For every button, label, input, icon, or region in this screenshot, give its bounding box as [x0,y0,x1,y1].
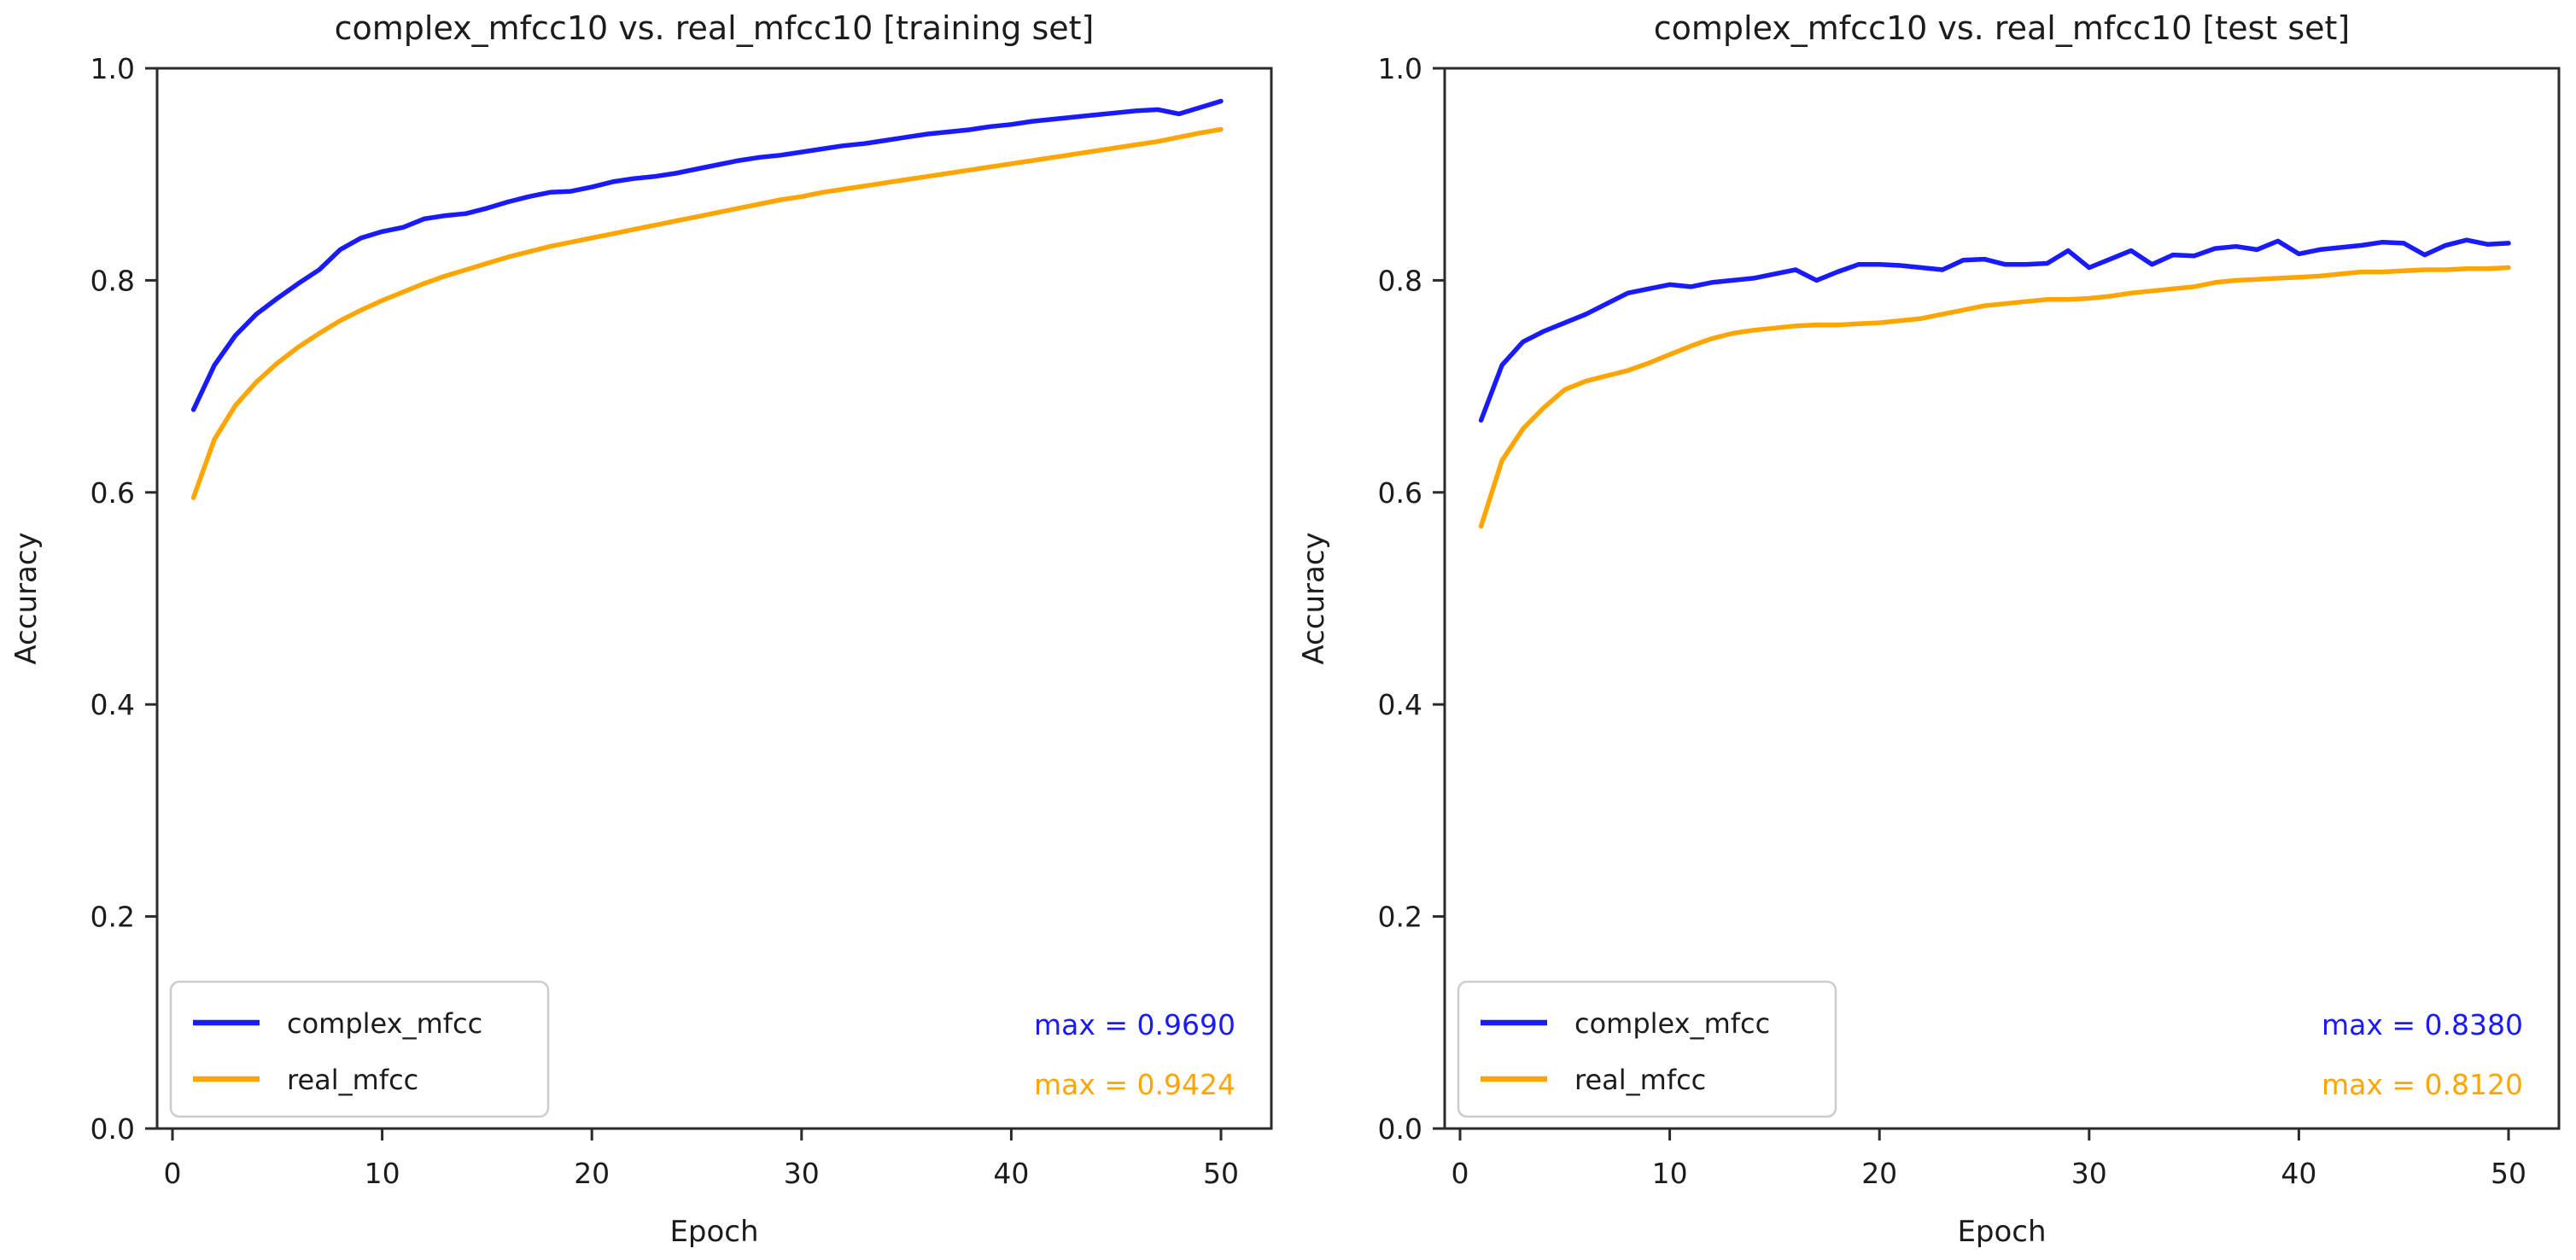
test-set-chart: 0 10 20 30 40 50 0.0 0.2 0.4 0.6 0.8 1.0 complex_mfc… [1288,0,2575,1260]
y-axis-label: Accuracy [1297,532,1331,664]
y-tick-label: 0.0 [91,1112,135,1146]
x-tick-label: 40 [2281,1157,2316,1190]
legend-label-complex_mfcc: complex_mfcc [287,1007,482,1040]
x-tick-label: 20 [1861,1157,1897,1190]
x-tick-label: 0 [1452,1157,1469,1190]
y-tick-label: 0.6 [91,476,135,510]
x-tick-label: 0 [164,1157,182,1190]
y-tick-label: 0.4 [91,688,135,721]
max-annotation-1: max = 0.9424 [1034,1068,1235,1101]
training-set-plot: 0 10 20 30 40 50 0.0 0.2 0.4 0.6 0.8 1.0 complex_mfc… [9,9,1273,1249]
series-line-complex_mfcc [190,98,1224,412]
legend-label-real_mfcc: real_mfcc [287,1064,418,1096]
chart-title: complex_mfcc10 vs. real_mfcc10 [test set… [1654,9,2351,47]
x-tick-label: 30 [2071,1157,2107,1190]
max-annotation-0: max = 0.9690 [1034,1008,1235,1041]
x-axis-label: Epoch [1957,1215,2046,1249]
series-line-complex_mfcc [1478,237,2511,423]
test-set-plot: 0 10 20 30 40 50 0.0 0.2 0.4 0.6 0.8 1.0 complex_mfc… [1297,9,2561,1249]
y-tick-label: 0.8 [91,264,135,297]
x-tick-label: 50 [1203,1157,1239,1190]
training-set-chart: 0 10 20 30 40 50 0.0 0.2 0.4 0.6 0.8 1.0 complex_mfc… [9,9,1273,1249]
legend-box [169,980,550,1118]
chart-title: complex_mfcc10 vs. real_mfcc10 [training… [335,9,1095,47]
x-axis-label: Epoch [669,1215,758,1249]
y-tick-label: 0.0 [1378,1112,1422,1146]
x-tick-label: 10 [365,1157,400,1190]
y-tick-label: 1.0 [1378,52,1422,85]
y-tick-label: 1.0 [91,52,135,85]
x-tick-label: 50 [2491,1157,2526,1190]
x-tick-label: 20 [574,1157,610,1190]
x-tick-label: 40 [993,1157,1029,1190]
y-axis-label: Accuracy [9,532,44,664]
y-tick-label: 0.8 [1378,264,1422,297]
legend-box [1457,980,1837,1118]
y-tick-label: 0.2 [91,901,135,934]
axes-spines [155,67,1273,1130]
max-annotation-1: max = 0.8120 [2322,1068,2523,1101]
series-line-real_mfcc [190,126,1224,500]
axes-spines [1443,67,2561,1130]
max-annotation-0: max = 0.8380 [2322,1008,2523,1041]
y-tick-label: 0.2 [1378,901,1422,934]
x-tick-label: 10 [1652,1157,1688,1190]
y-tick-label: 0.6 [1378,476,1422,510]
series-line-real_mfcc [1478,265,2511,529]
y-tick-label: 0.4 [1378,688,1422,721]
x-tick-label: 30 [784,1157,820,1190]
legend-label-complex_mfcc: complex_mfcc [1574,1007,1770,1040]
legend-label-real_mfcc: real_mfcc [1574,1064,1706,1096]
